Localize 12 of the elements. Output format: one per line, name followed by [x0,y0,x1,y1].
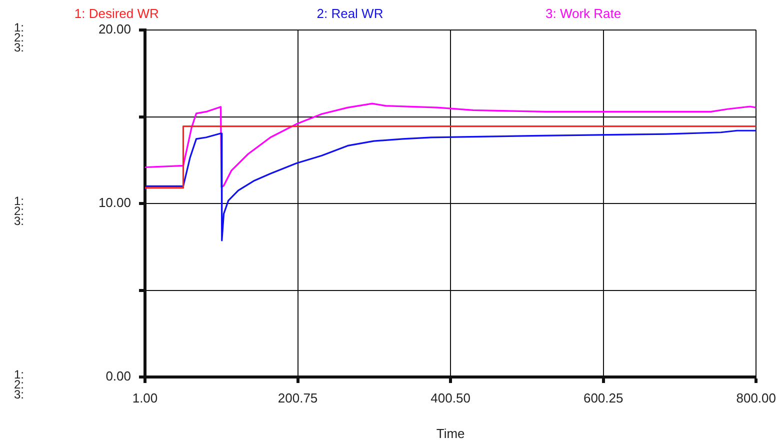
x-tick-label: 1.00 [132,390,158,406]
x-tick-label: 200.75 [278,390,318,406]
x-tick-label: 800.00 [736,390,776,406]
x-axis-title: Time [436,426,465,441]
x-tick-label: 400.50 [430,390,470,406]
y-tick-label: 10.00 [98,195,131,210]
y-tick-label: 20.00 [98,22,131,37]
y-tick-label: 0.00 [106,368,131,384]
text: 2: Real WR [316,6,384,21]
x-tick-label: 600.25 [583,390,624,406]
text: 3: Work Rate [544,6,622,21]
text: 1: Desired WR [73,6,160,21]
